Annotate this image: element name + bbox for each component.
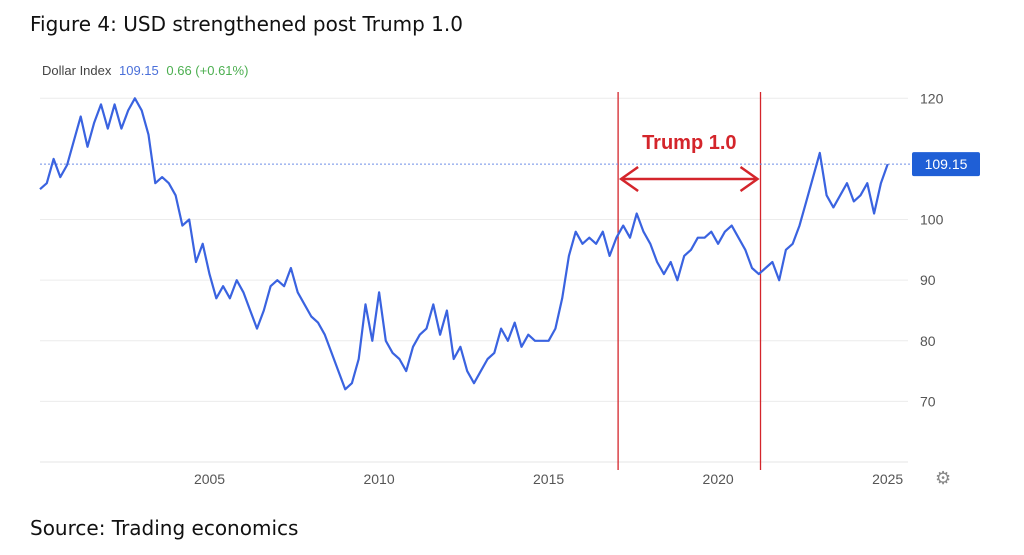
y-tick-label: 90	[920, 272, 936, 288]
series-line	[39, 97, 889, 391]
y-tick-label: 120	[920, 90, 944, 106]
x-tick-label: 2005	[194, 471, 225, 487]
arrow-head-left	[618, 165, 639, 193]
y-axis-ticks: 70 80 90 100 120	[920, 90, 944, 409]
series-label: Dollar Index	[42, 63, 112, 78]
current-value-badge	[912, 152, 980, 177]
x-tick-label: 2025	[872, 471, 903, 487]
x-axis-ticks: 2005 2010 2015 2020 2025	[194, 471, 903, 487]
annotation-lines	[617, 92, 762, 470]
annotation-arrow	[618, 165, 760, 193]
arrow-head-right	[739, 165, 760, 193]
chart-header: Dollar Index 109.15 0.66 (+0.61%)	[42, 63, 248, 78]
y-tick-label: 80	[920, 333, 936, 349]
gridlines	[40, 97, 908, 463]
x-tick-label: 2020	[703, 471, 734, 487]
x-tick-label: 2015	[533, 471, 564, 487]
y-tick-label: 100	[920, 212, 944, 228]
source-note: Source: Trading economics	[30, 516, 299, 540]
gear-icon[interactable]: ⚙	[935, 468, 952, 489]
change-value: 0.66 (+0.61%)	[166, 63, 249, 78]
x-tick-label: 2010	[363, 471, 394, 487]
annotation-label: Trump 1.0	[642, 132, 736, 154]
current-value-badge-label: 109.15	[925, 156, 968, 172]
y-tick-label: 70	[920, 393, 936, 409]
figure-title: Figure 4: USD strengthened post Trump 1.…	[30, 12, 463, 36]
current-value: 109.15	[119, 63, 159, 78]
